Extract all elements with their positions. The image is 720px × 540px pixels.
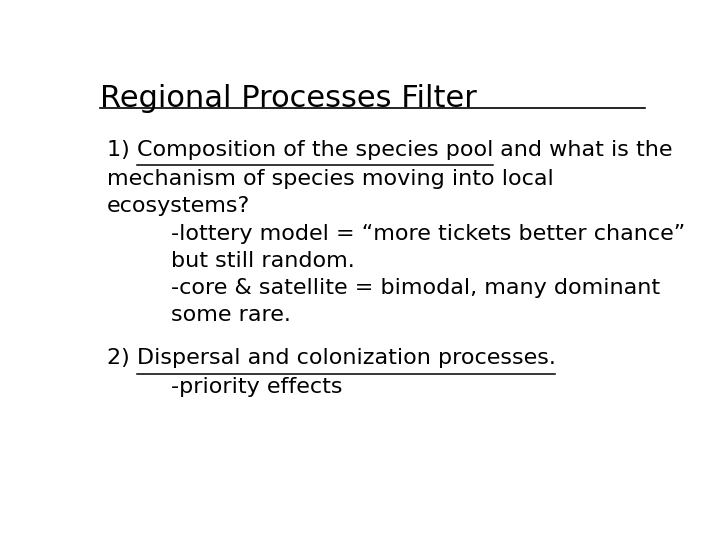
Text: some rare.: some rare. xyxy=(171,305,291,325)
Text: Regional Processes Filter: Regional Processes Filter xyxy=(100,84,477,112)
Text: 2): 2) xyxy=(107,348,137,368)
Text: Dispersal and colonization processes.: Dispersal and colonization processes. xyxy=(137,348,556,368)
Text: and what is the: and what is the xyxy=(493,140,672,160)
Text: ecosystems?: ecosystems? xyxy=(107,196,250,216)
Text: Composition of the species pool: Composition of the species pool xyxy=(137,140,493,160)
Text: 1): 1) xyxy=(107,140,137,160)
Text: -lottery model = “more tickets better chance”: -lottery model = “more tickets better ch… xyxy=(171,224,685,244)
Text: but still random.: but still random. xyxy=(171,251,355,271)
Text: -priority effects: -priority effects xyxy=(171,377,343,397)
Text: mechanism of species moving into local: mechanism of species moving into local xyxy=(107,168,554,189)
Text: -core & satellite = bimodal, many dominant: -core & satellite = bimodal, many domina… xyxy=(171,278,660,298)
